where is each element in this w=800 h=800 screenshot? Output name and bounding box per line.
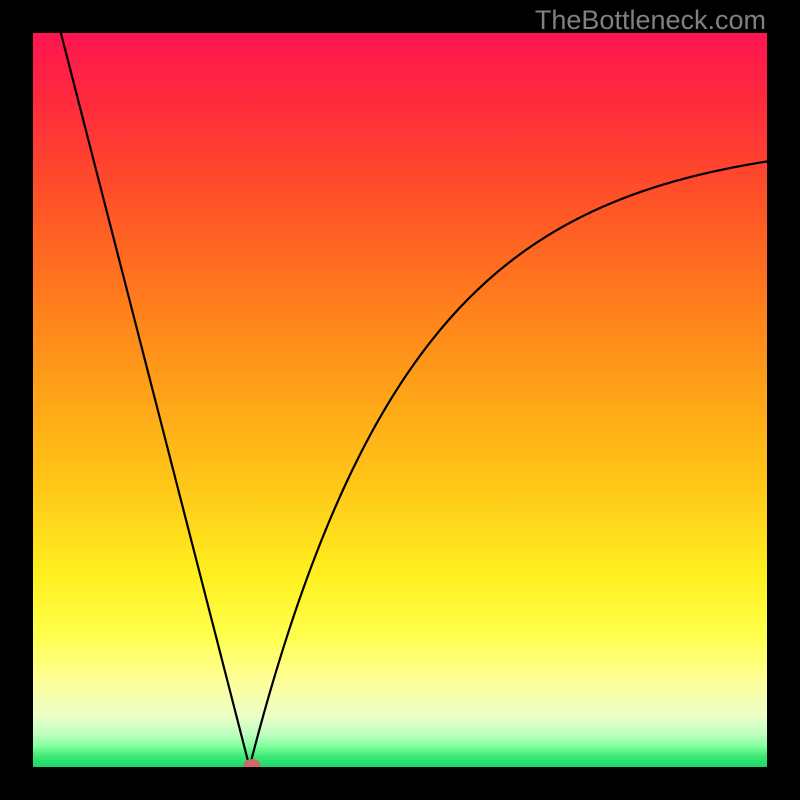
frame-border <box>0 767 800 800</box>
frame-border <box>0 0 33 800</box>
curve-path <box>61 33 767 766</box>
watermark-text: TheBottleneck.com <box>535 5 766 36</box>
plot-area <box>33 33 767 767</box>
frame-border <box>767 0 800 800</box>
bottleneck-curve <box>33 33 767 767</box>
